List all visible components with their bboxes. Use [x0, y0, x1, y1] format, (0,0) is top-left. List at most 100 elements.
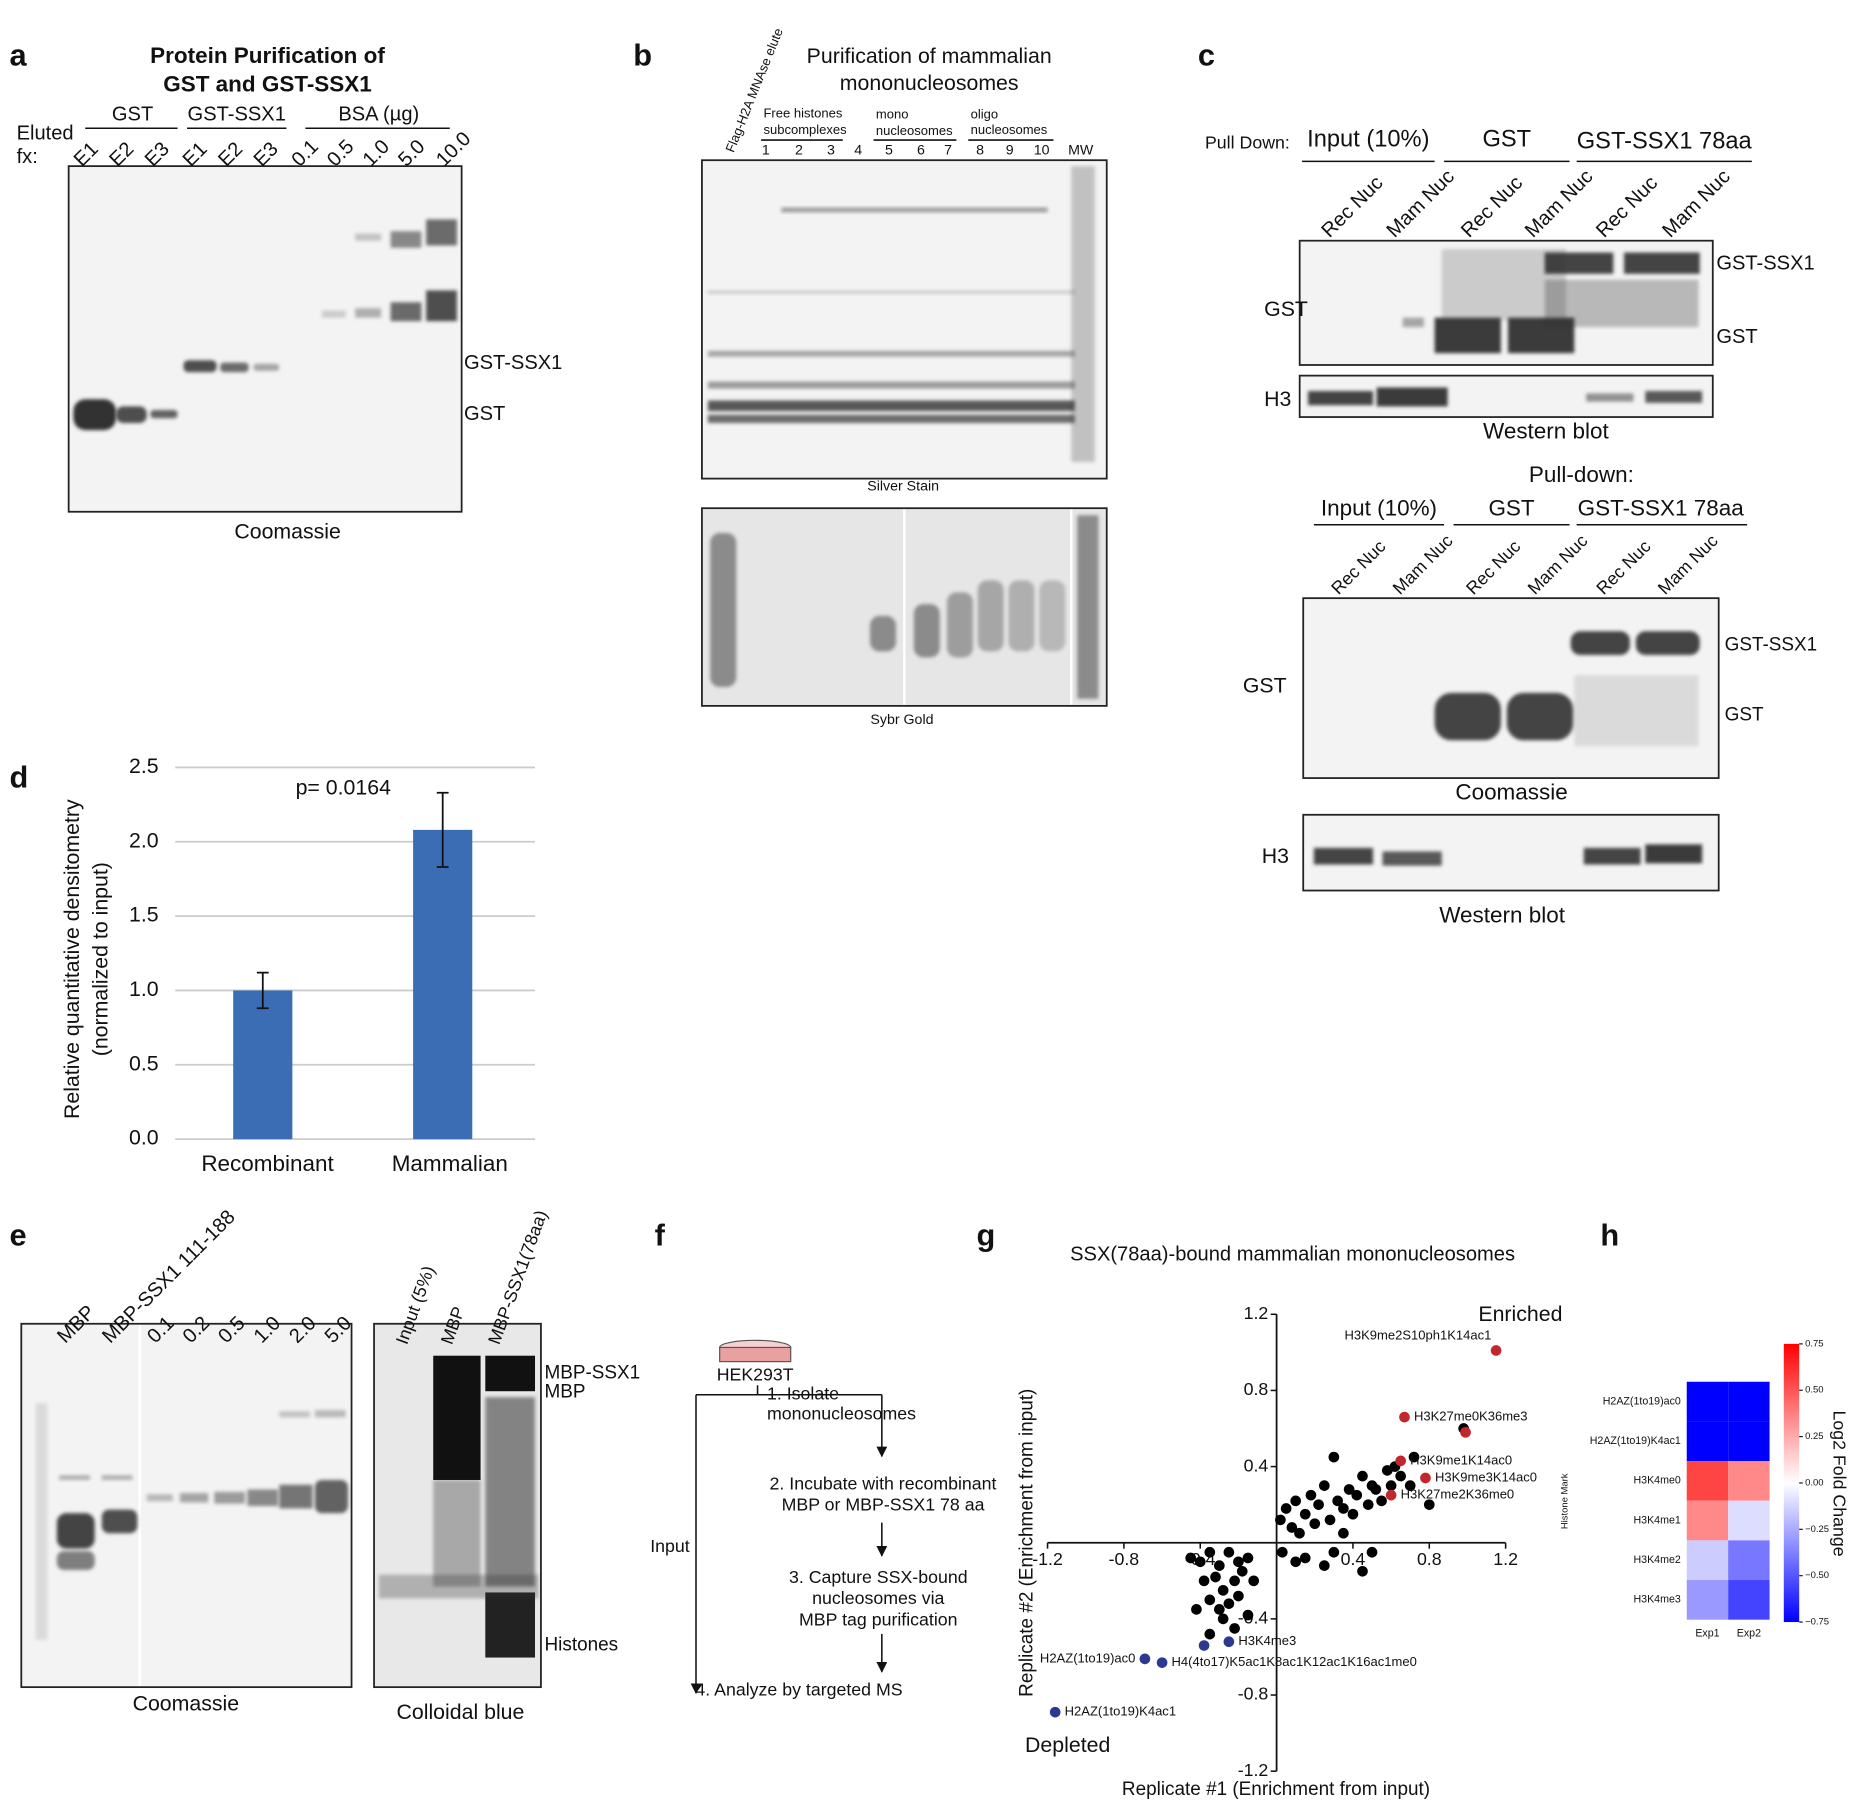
point	[1229, 1623, 1240, 1634]
panel-c: c Pull Down: Input (10%) GST GST-SSX1 78…	[1198, 37, 1817, 927]
point-label: H3K9me1K14ac0	[1410, 1452, 1512, 1467]
point	[1385, 1480, 1397, 1491]
point	[1420, 1472, 1431, 1484]
bands	[707, 166, 1095, 463]
lane-label: 9	[1006, 142, 1014, 158]
label: fx:	[17, 146, 38, 168]
band-label: GST	[464, 403, 505, 425]
point	[1198, 1575, 1210, 1587]
group-label: GST	[1488, 495, 1534, 520]
group-label: nucleosomes	[971, 122, 1048, 137]
band-label: GST-SSX1	[1716, 253, 1814, 275]
y-tick-label: 1.5	[129, 903, 159, 927]
y-tick-label: 0.0	[129, 1126, 159, 1150]
error-bar	[436, 791, 449, 868]
point	[1338, 1503, 1349, 1514]
heat-cell	[1728, 1381, 1770, 1422]
point	[1236, 1565, 1248, 1577]
chart-title: SSX(78aa)-bound mammalian mononucleosome…	[1070, 1243, 1515, 1265]
dish	[719, 1346, 792, 1363]
point	[1185, 1552, 1197, 1564]
point-label: H3K27me0K36me3	[1414, 1409, 1528, 1424]
point	[1194, 1556, 1206, 1568]
bands	[1402, 248, 1700, 354]
lane-label: Mam Nuc	[1524, 530, 1592, 598]
point	[1223, 1636, 1235, 1648]
point	[1233, 1556, 1244, 1568]
lane-label: Rec Nuc	[1592, 172, 1662, 242]
caption: Sybr Gold	[870, 712, 933, 728]
group-label: Free histones	[763, 105, 842, 120]
panel-f: f HEK293T 1. Isolate mononucleosomes 2. …	[650, 1217, 996, 1699]
point	[1223, 1598, 1235, 1609]
step: nucleosomes via	[812, 1588, 944, 1608]
colorbar-tick-label: 0.75	[1805, 1338, 1823, 1349]
point	[1347, 1508, 1359, 1520]
point	[1376, 1495, 1387, 1507]
x-tick-label: -0.8	[1109, 1549, 1140, 1569]
colorbar-title: Log2 Fold Change	[1830, 1411, 1850, 1557]
point	[1275, 1514, 1286, 1526]
title: Protein Purification of	[150, 43, 385, 68]
point	[1242, 1609, 1254, 1621]
band-label: MBP-SSX1	[544, 1362, 640, 1383]
panel-letter: h	[1600, 1217, 1619, 1252]
group-label: subcomplexes	[763, 122, 847, 137]
group-label: GST	[1482, 126, 1531, 152]
band-label: GST	[1725, 704, 1764, 725]
panel-letter: a	[9, 37, 27, 72]
panel-e: e Coomassie MBP-S	[9, 1217, 640, 1723]
point	[1204, 1594, 1216, 1606]
point	[1204, 1546, 1216, 1558]
axis-title: Replicate #2 (Enrichment from input)	[1016, 1389, 1037, 1697]
step: MBP tag purification	[799, 1610, 958, 1630]
title: Purification of mammalian	[807, 44, 1052, 68]
caption: Western blot	[1483, 418, 1609, 443]
axis-title: Relative quantitative densitometry	[60, 799, 84, 1119]
x-tick-label: Recombinant	[201, 1151, 334, 1176]
point-label: H2AZ(1to19)ac0	[1040, 1650, 1136, 1665]
point	[1324, 1514, 1336, 1526]
row-label: H3K4me3	[1633, 1594, 1680, 1606]
point	[1408, 1451, 1420, 1463]
point	[1214, 1604, 1225, 1615]
colorbar-tick-label: −0.50	[1805, 1570, 1829, 1581]
point	[1290, 1495, 1302, 1507]
lane-label: Rec Nuc	[1592, 536, 1654, 598]
x-tick-label: 0.8	[1417, 1549, 1442, 1569]
bands	[1313, 844, 1703, 866]
band-label: GST	[1716, 326, 1757, 348]
label: Pull-down:	[1529, 462, 1634, 487]
smears	[710, 515, 1099, 699]
blot-label: GST	[1243, 674, 1287, 698]
point	[1395, 1470, 1406, 1482]
point	[1338, 1527, 1349, 1539]
bands	[73, 219, 457, 431]
group-label: BSA (µg)	[338, 104, 419, 126]
point	[1385, 1489, 1397, 1501]
y-tick-label: 0.4	[1244, 1455, 1269, 1475]
point	[1229, 1575, 1240, 1587]
gel	[701, 159, 1108, 480]
panel-letter: d	[9, 759, 28, 794]
y-tick-label: 2.0	[129, 828, 159, 852]
panel-a: a Protein Purification of GST and GST-SS…	[9, 37, 562, 543]
point	[1299, 1508, 1311, 1520]
point	[1204, 1628, 1216, 1640]
heat-cell	[1686, 1381, 1729, 1422]
heat-cell	[1686, 1500, 1729, 1541]
heat-cell	[1728, 1580, 1770, 1620]
lane-label: 7	[944, 142, 952, 158]
point	[1332, 1495, 1343, 1507]
colorbar-tick-label: −0.25	[1805, 1524, 1829, 1535]
lane-label: Mam Nuc	[1654, 530, 1722, 598]
lane-label: 4	[854, 142, 862, 158]
point	[1233, 1590, 1244, 1602]
point	[1357, 1565, 1368, 1577]
group-label: oligo	[971, 107, 999, 122]
legend-label: Depleted	[1025, 1733, 1110, 1757]
heat-cell	[1686, 1421, 1729, 1462]
lane-label: Rec Nuc	[1457, 172, 1527, 242]
group-label: GST-SSX1 78aa	[1577, 129, 1753, 155]
bar	[233, 990, 293, 1140]
